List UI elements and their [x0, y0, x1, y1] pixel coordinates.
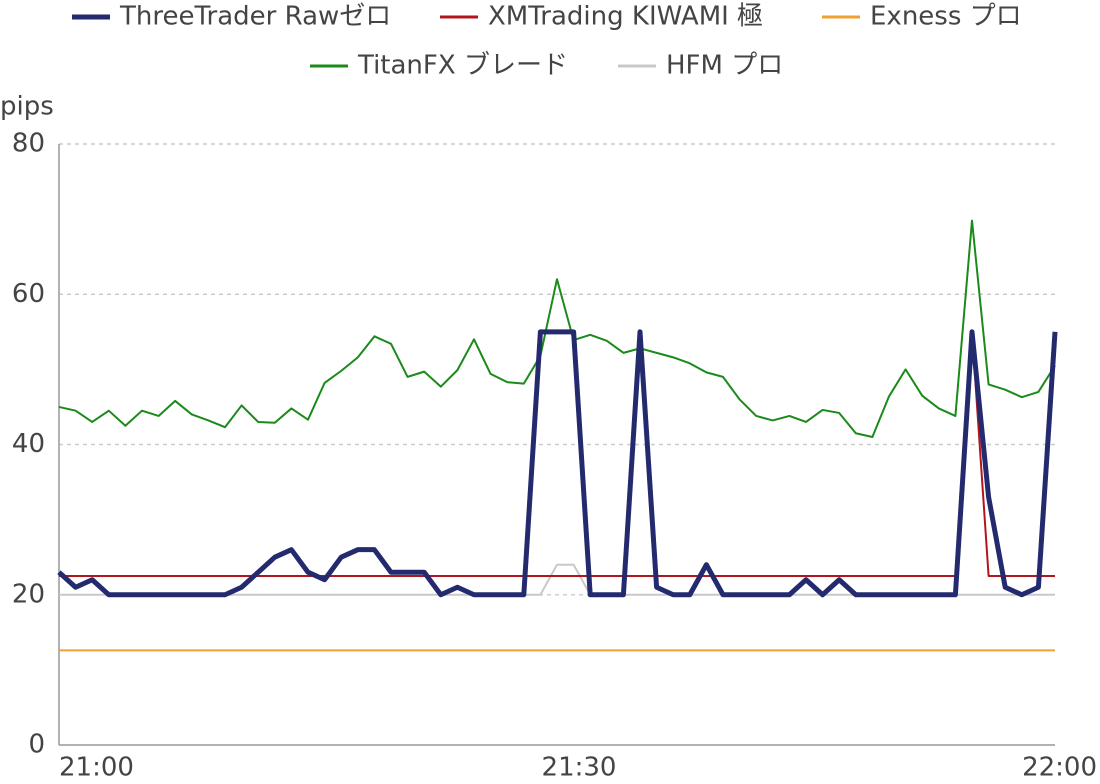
- x-tick-label: 21:30: [542, 753, 617, 781]
- y-tick-label: 60: [12, 279, 45, 309]
- x-tick-label: 21:00: [59, 753, 134, 781]
- x-tick-label: 22:00: [1022, 753, 1097, 781]
- legend-label: ThreeTrader Rawゼロ: [119, 2, 391, 32]
- y-tick-label: 20: [12, 579, 45, 609]
- y-tick-label: 80: [12, 129, 45, 159]
- legend-label: XMTrading KIWAMI 極: [488, 2, 763, 32]
- legend-label: Exness プロ: [870, 2, 1022, 32]
- legend-label: HFM プロ: [666, 51, 783, 81]
- series-line: [59, 563, 1055, 596]
- y-tick-label: 0: [28, 730, 45, 760]
- series-line: [58, 219, 1056, 438]
- y-tick-label: 40: [12, 429, 45, 459]
- series-line: [57, 329, 1058, 598]
- legend-label: TitanFX ブレード: [357, 51, 568, 81]
- series-line: [59, 330, 1055, 577]
- y-axis-label: pips: [0, 92, 54, 122]
